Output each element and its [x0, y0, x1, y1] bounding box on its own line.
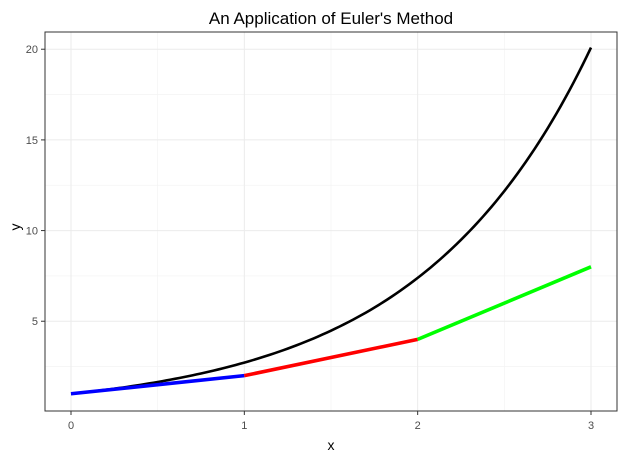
panel-border [44, 31, 618, 412]
series-line-euler-step-3 [416, 265, 592, 342]
y-tick-label: 10 [26, 226, 38, 238]
x-tick-label: 3 [588, 420, 594, 432]
x-tick-label: 2 [415, 420, 421, 432]
series-line-euler-step-1 [70, 373, 245, 396]
series-group [70, 47, 593, 396]
chart-title: An Application of Euler's Method [209, 9, 453, 28]
y-axis-label: y [7, 224, 23, 231]
x-ticks: 0 1 2 3 [68, 411, 594, 432]
series-line-euler-step-2 [243, 337, 419, 378]
major-gridlines [45, 32, 617, 411]
series-line-exact [70, 47, 593, 396]
x-axis-label: x [328, 437, 335, 453]
y-tick-label: 5 [32, 316, 38, 328]
x-tick-label: 0 [68, 420, 74, 432]
y-tick-label: 15 [26, 135, 38, 147]
y-ticks: 5 10 15 20 [26, 44, 45, 328]
y-tick-label: 20 [26, 44, 38, 56]
x-tick-label: 1 [241, 420, 247, 432]
minor-gridlines [45, 32, 617, 411]
